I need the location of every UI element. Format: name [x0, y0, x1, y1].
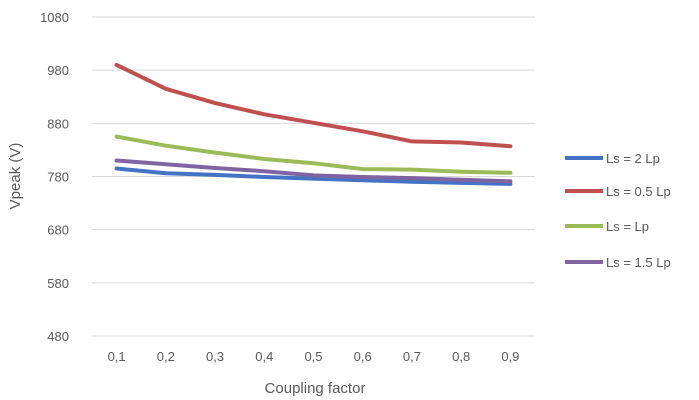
- legend-label: Ls = Lp: [606, 219, 649, 234]
- x-tick-label: 0,4: [255, 349, 273, 364]
- x-tick-label: 0,9: [501, 349, 519, 364]
- x-tick-label: 0,3: [206, 349, 224, 364]
- x-tick-label: 0,8: [452, 349, 470, 364]
- x-tick-label: 0,6: [354, 349, 372, 364]
- x-tick-label: 0,5: [304, 349, 322, 364]
- x-axis-title: Coupling factor: [265, 380, 366, 397]
- series-line-1: [114, 62, 513, 149]
- y-tick-label: 480: [47, 329, 69, 344]
- legend-label: Ls = 1.5 Lp: [606, 255, 671, 270]
- series-line-0: [114, 166, 513, 186]
- series-lines: [114, 62, 513, 186]
- series-line-3: [114, 158, 513, 184]
- y-tick-label: 980: [47, 63, 69, 78]
- legend-label: Ls = 0.5 Lp: [606, 184, 671, 199]
- y-tick-labels: 480 580 680 780 880 980 1080: [40, 10, 69, 344]
- legend: Ls = 2 Lp Ls = 0.5 Lp Ls = Lp Ls = 1.5 Lp: [565, 151, 671, 270]
- x-tick-label: 0,7: [403, 349, 421, 364]
- y-tick-label: 880: [47, 116, 69, 131]
- legend-label: Ls = 2 Lp: [606, 151, 660, 166]
- x-tick-label: 0,1: [108, 349, 126, 364]
- y-axis-title: Vpeak (V): [7, 143, 24, 210]
- series-line-2: [114, 134, 513, 175]
- y-tick-label: 680: [47, 223, 69, 238]
- y-tick-label: 780: [47, 170, 69, 185]
- x-tick-labels: 0,1 0,2 0,3 0,4 0,5 0,6 0,7 0,8 0,9: [108, 349, 520, 364]
- x-tick-label: 0,2: [157, 349, 175, 364]
- y-tick-label: 580: [47, 276, 69, 291]
- y-tick-label: 1080: [40, 10, 69, 25]
